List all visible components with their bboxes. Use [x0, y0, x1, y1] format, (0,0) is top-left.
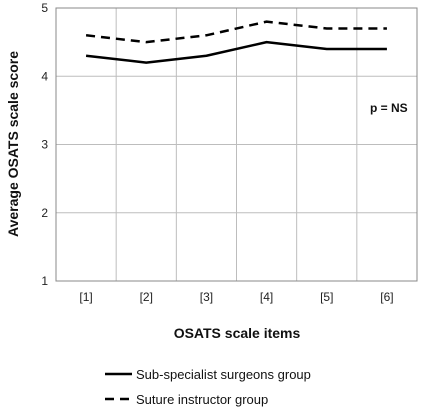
x-tick-label: [2] — [140, 290, 153, 304]
legend-label-suture-instructor: Suture instructor group — [136, 392, 268, 407]
y-tick-label: 5 — [41, 1, 48, 15]
legend-label-sub-specialist: Sub-specialist surgeons group — [136, 367, 311, 382]
x-tick-label: [6] — [380, 290, 393, 304]
grid — [56, 8, 417, 281]
x-axis-ticks: [1] [2] [3] [4] [5] [6] — [79, 290, 393, 304]
p-value-annotation: p = NS — [370, 101, 408, 115]
series-line-sub-specialist — [85, 40, 387, 64]
y-tick-label: 2 — [41, 206, 48, 220]
series-line-suture-instructor — [85, 20, 387, 44]
legend: Sub-specialist surgeons group Suture ins… — [105, 367, 311, 407]
series-lines — [85, 20, 387, 64]
y-axis-ticks: 1 2 3 4 5 — [41, 1, 48, 288]
x-axis-title: OSATS scale items — [174, 325, 301, 341]
plot-area-frame — [55, 7, 418, 282]
x-tick-label: [1] — [79, 290, 92, 304]
x-tick-label: [3] — [200, 290, 213, 304]
y-axis-title: Average OSATS scale score — [5, 51, 21, 237]
y-tick-label: 3 — [41, 138, 48, 152]
y-tick-label: 4 — [41, 69, 48, 83]
x-tick-label: [5] — [320, 290, 333, 304]
x-tick-label: [4] — [260, 290, 273, 304]
y-tick-label: 1 — [41, 274, 48, 288]
